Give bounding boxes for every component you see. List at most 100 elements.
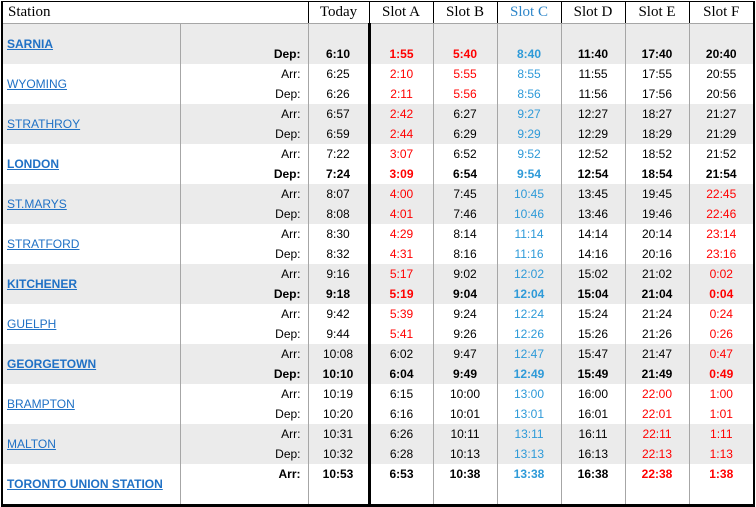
time-cell-slot-a: 5:19 (369, 284, 434, 304)
time-cell-slot-e: 22:01 (625, 404, 690, 424)
time-cell-slot-c: 9:29 (497, 124, 562, 144)
time-cell-slot-a: 6:15 (369, 384, 434, 404)
station-row: Dep: 8:32 4:31 8:16 11:16 14:16 20:16 23:16 (2, 244, 755, 264)
station-link-georgetown[interactable]: GEORGETOWN (7, 357, 97, 371)
time-cell-today: 8:08 (308, 204, 371, 224)
row-type-label: Arr: (180, 264, 309, 284)
time-cell-slot-c: 12:47 (497, 344, 562, 364)
station-cell-kitchener: KITCHENER (2, 264, 181, 304)
time-cell-slot-f (689, 23, 755, 44)
time-cell-today (308, 23, 371, 44)
time-cell-slot-e: 19:46 (625, 204, 690, 224)
station-row: LONDON Arr: 7:22 3:07 6:52 9:52 12:52 18:52 21:5… (2, 144, 755, 184)
time-cell-slot-f: 1:38 (689, 464, 755, 484)
time-cell-slot-e: 21:02 (625, 264, 690, 284)
row-type-label: Arr: (180, 184, 309, 204)
time-cell-slot-a: 6:28 (369, 444, 434, 464)
time-cell-slot-f: 22:46 (689, 204, 755, 224)
time-cell-today: 10:31 (308, 424, 371, 444)
time-cell-today: 6:10 (308, 44, 371, 64)
time-cell-slot-e: 21:49 (625, 364, 690, 384)
station-row: STRATFORD Arr: 8:30 4:29 8:14 11:14 14:14 20:14… (2, 224, 755, 264)
station-cell-brampton: BRAMPTON (2, 384, 181, 424)
time-cell-slot-d (561, 23, 626, 44)
header-row: Station Today Slot A Slot B Slot C Slot … (1, 1, 755, 24)
station-row: Dep: 6:59 2:44 6:29 9:29 12:29 18:29 21:29 (2, 124, 755, 144)
station-link-stratford[interactable]: STRATFORD (7, 237, 80, 251)
column-header-slot-d: Slot D (560, 1, 626, 24)
time-cell-slot-b: 5:40 (433, 44, 498, 64)
time-cell-slot-d: 12:54 (561, 164, 626, 184)
station-link-london[interactable]: LONDON (7, 157, 59, 171)
time-cell-today: 9:44 (308, 324, 371, 344)
station-link-strathroy[interactable]: STRATHROY (7, 117, 81, 131)
row-type-label: Arr: (180, 344, 309, 364)
row-type-label: Dep: (180, 84, 309, 104)
station-cell-wyoming: WYOMING (2, 64, 181, 104)
time-cell-slot-a: 5:39 (369, 304, 434, 324)
time-cell-slot-c: 12:04 (497, 284, 562, 304)
time-cell-slot-d: 12:29 (561, 124, 626, 144)
time-cell-slot-b: 9:24 (433, 304, 498, 324)
station-link-st-marys[interactable]: ST.MARYS (7, 197, 67, 211)
time-cell-today: 10:20 (308, 404, 371, 424)
time-cell-slot-c: 11:14 (497, 224, 562, 244)
time-cell-slot-d: 14:14 (561, 224, 626, 244)
station-link-malton[interactable]: MALTON (7, 437, 56, 451)
time-cell-today: 9:18 (308, 284, 371, 304)
time-cell-slot-e: 17:56 (625, 84, 690, 104)
time-cell-slot-c: 12:02 (497, 264, 562, 284)
station-row: TORONTO UNION STATION Arr: 10:53 6:53 10:38 1… (2, 464, 755, 506)
time-cell-slot-d (561, 484, 626, 506)
time-cell-slot-f: 20:40 (689, 44, 755, 64)
time-cell-slot-f: 23:16 (689, 244, 755, 264)
time-cell-slot-a: 4:00 (369, 184, 434, 204)
time-cell-today: 6:26 (308, 84, 371, 104)
time-cell-slot-d: 11:55 (561, 64, 626, 84)
row-type-label: Arr: (180, 144, 309, 164)
time-cell-slot-b: 6:29 (433, 124, 498, 144)
time-cell-slot-b: 7:45 (433, 184, 498, 204)
station-row: ST.MARYS Arr: 8:07 4:00 7:45 10:45 13:45 19:45 2… (2, 184, 755, 224)
time-cell-slot-b: 6:52 (433, 144, 498, 164)
row-type-label: Arr: (180, 224, 309, 244)
row-type-label: Dep: (180, 364, 309, 384)
column-header-slot-a: Slot A (368, 1, 434, 24)
station-cell-london: LONDON (2, 144, 181, 184)
column-header-slot-e: Slot E (624, 1, 690, 24)
time-cell-slot-d: 11:56 (561, 84, 626, 104)
time-cell-slot-a: 6:26 (369, 424, 434, 444)
time-cell-slot-a: 3:07 (369, 144, 434, 164)
row-type-label: Dep: (180, 284, 309, 304)
station-link-brampton[interactable]: BRAMPTON (7, 397, 75, 411)
station-link-toronto-union-station[interactable]: TORONTO UNION STATION (7, 477, 163, 491)
time-cell-slot-d: 12:27 (561, 104, 626, 124)
time-cell-slot-d: 13:46 (561, 204, 626, 224)
time-cell-today: 6:57 (308, 104, 371, 124)
time-cell-slot-d: 15:04 (561, 284, 626, 304)
time-cell-slot-b (433, 484, 498, 506)
station-link-sarnia[interactable]: SARNIA (7, 37, 54, 51)
station-link-wyoming[interactable]: WYOMING (7, 77, 67, 91)
station-row: Dep: 7:24 3:09 6:54 9:54 12:54 18:54 21:54 (2, 164, 755, 184)
row-type-label: Arr: (180, 384, 309, 404)
time-cell-slot-d: 14:16 (561, 244, 626, 264)
row-type-label: Dep: (180, 404, 309, 424)
time-cell-slot-c: 9:27 (497, 104, 562, 124)
station-link-kitchener[interactable]: KITCHENER (7, 277, 78, 291)
row-type-label: Arr: (180, 64, 309, 84)
time-cell-slot-f: 21:52 (689, 144, 755, 164)
time-cell-slot-b: 5:55 (433, 64, 498, 84)
time-cell-slot-f: 21:27 (689, 104, 755, 124)
time-cell-slot-e: 22:00 (625, 384, 690, 404)
time-cell-slot-d: 16:38 (561, 464, 626, 484)
station-link-guelph[interactable]: GUELPH (7, 317, 57, 331)
station-row: BRAMPTON Arr: 10:19 6:15 10:00 13:00 16:00 22:0… (2, 384, 755, 424)
time-cell-slot-e: 18:52 (625, 144, 690, 164)
station-row: SARNIA (2, 23, 755, 64)
time-cell-slot-d: 15:24 (561, 304, 626, 324)
time-cell-slot-f: 20:56 (689, 84, 755, 104)
time-cell-slot-a: 3:09 (369, 164, 434, 184)
time-cell-slot-b: 10:13 (433, 444, 498, 464)
station-row: KITCHENER Arr: 9:16 5:17 9:02 12:02 15:02 21:02… (2, 264, 755, 304)
